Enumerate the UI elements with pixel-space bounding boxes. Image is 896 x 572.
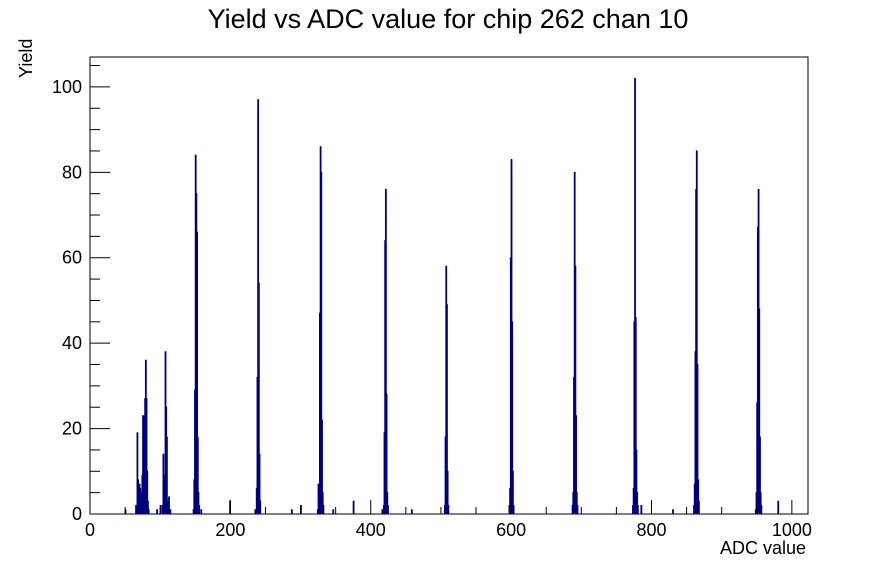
x-tick-label: 200 (215, 520, 245, 540)
y-tick-label: 60 (62, 248, 82, 268)
histogram-bin (640, 504, 643, 515)
x-tick-label: 400 (356, 520, 386, 540)
histogram-bin (512, 504, 515, 515)
histogram-bin (322, 504, 325, 515)
histogram-bin (290, 509, 293, 515)
histogram-bin (147, 509, 150, 515)
histogram-bin (332, 509, 335, 515)
y-tick-label: 80 (62, 162, 82, 182)
histogram-bin (156, 509, 158, 515)
x-tick-label: 800 (636, 520, 666, 540)
y-tick-label: 20 (62, 419, 82, 439)
y-tick-label: 0 (72, 504, 82, 524)
histogram-bin (198, 504, 201, 515)
histogram-bin (410, 509, 413, 515)
x-tick-label: 1000 (772, 520, 812, 540)
chart-title: Yield vs ADC value for chip 262 chan 10 (207, 4, 689, 34)
histogram-bin (576, 504, 579, 515)
histogram-bin (254, 509, 257, 515)
x-axis-label: ADC value (719, 538, 806, 558)
histogram-bin (200, 509, 203, 515)
histogram-bin (698, 500, 700, 515)
histogram-bin (352, 500, 355, 515)
histogram-bin (381, 509, 384, 515)
histogram-bin (135, 504, 137, 515)
histogram-bin (777, 500, 780, 515)
histogram-bin (760, 504, 763, 515)
histogram-bin (672, 509, 674, 515)
histogram-bin (636, 504, 639, 515)
histogram-bin (169, 509, 172, 515)
histogram-bin (168, 496, 170, 515)
x-tick-label: 0 (85, 520, 95, 540)
x-tick-label: 600 (496, 520, 526, 540)
histogram-bin (259, 500, 262, 515)
y-tick-label: 40 (62, 333, 82, 353)
y-tick-label: 100 (52, 77, 82, 97)
histogram-bin (447, 504, 450, 515)
histogram-bin (387, 504, 389, 515)
